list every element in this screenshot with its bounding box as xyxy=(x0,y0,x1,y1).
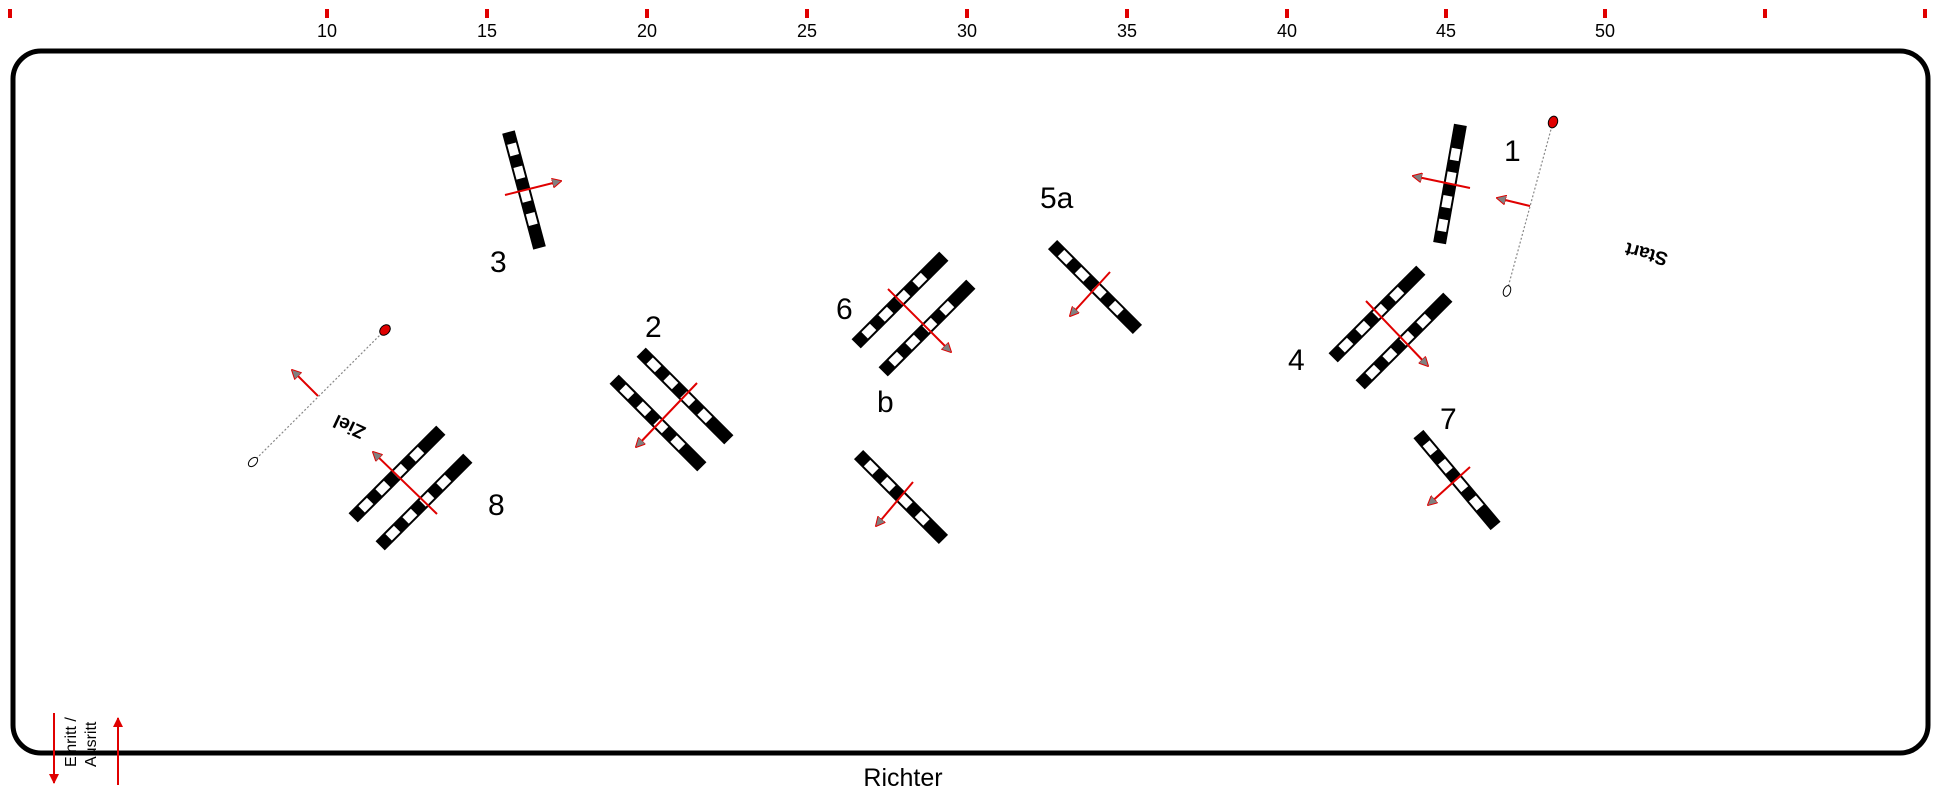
obstacle-1-direction-arrow xyxy=(1413,176,1471,189)
obstacle-4-pole-front xyxy=(1328,265,1426,363)
obstacle-3-number: 3 xyxy=(490,246,507,279)
start-label: Start xyxy=(1622,237,1670,269)
ruler-marker xyxy=(325,9,329,18)
finish-flag-red xyxy=(379,324,391,336)
start-direction-arrow xyxy=(1497,198,1531,207)
finish-line: Ziel xyxy=(247,324,391,468)
ruler-label: 50 xyxy=(1595,21,1615,41)
obstacle-5a-number: 5a xyxy=(1040,182,1074,215)
ruler-label: 25 xyxy=(797,21,817,41)
obstacle-8: 8 xyxy=(348,425,505,551)
entrance-label-line2: Ausritt xyxy=(83,721,100,767)
ruler-marker xyxy=(965,9,969,18)
start-line: Start xyxy=(1497,115,1670,297)
obstacle-6-direction-arrow xyxy=(887,288,951,352)
ruler-marker xyxy=(1923,9,1927,18)
obstacle-5b-direction-arrow xyxy=(876,481,914,526)
ruler-marker xyxy=(1285,9,1289,18)
obstacle-1: 1 xyxy=(1413,123,1521,245)
obstacle-7-direction-arrow xyxy=(1428,466,1471,505)
ruler-label: 10 xyxy=(317,21,337,41)
ruler-label: 40 xyxy=(1277,21,1297,41)
ruler-marker xyxy=(1444,9,1448,18)
obstacle-4-number: 4 xyxy=(1288,344,1305,377)
obstacle-5b: b xyxy=(853,386,949,545)
obstacle-2-number: 2 xyxy=(645,311,662,344)
obstacle-2: 2 xyxy=(609,311,734,472)
ruler-marker xyxy=(1125,9,1129,18)
judge-label: Richter xyxy=(863,764,942,790)
ruler-label: 30 xyxy=(957,21,977,41)
obstacle-2-direction-arrow xyxy=(636,382,698,447)
entrance-label-line1: Einritt / xyxy=(63,717,80,767)
ruler-marker xyxy=(8,9,12,18)
ruler-marker xyxy=(1603,9,1607,18)
ruler-label: 20 xyxy=(637,21,657,41)
finish-direction-arrow xyxy=(292,370,319,397)
ruler-marker xyxy=(805,9,809,18)
obstacle-3: 3 xyxy=(490,130,561,279)
start-flag-red xyxy=(1547,115,1559,129)
obstacle-5a-pole xyxy=(1047,239,1143,335)
ruler-label: 45 xyxy=(1436,21,1456,41)
obstacle-6: 6 xyxy=(836,251,976,377)
ruler-marker xyxy=(1763,9,1767,18)
ruler-label: 15 xyxy=(477,21,497,41)
obstacle-5b-number: b xyxy=(877,386,894,419)
obstacle-1-number: 1 xyxy=(1504,135,1521,168)
obstacle-4-direction-arrow xyxy=(1365,300,1428,366)
obstacle-3-direction-arrow xyxy=(504,181,561,196)
ruler: 10 15 20 25 30 35 40 45 50 xyxy=(8,9,1927,41)
obstacle-4: 4 xyxy=(1288,265,1453,390)
finish-flag-white xyxy=(247,456,259,468)
start-flag-white xyxy=(1502,285,1512,297)
obstacle-5a-direction-arrow xyxy=(1070,271,1111,316)
obstacle-5a: 5a xyxy=(1040,182,1143,335)
ruler-marker xyxy=(485,9,489,18)
obstacle-7-number: 7 xyxy=(1440,403,1457,436)
obstacle-7: 7 xyxy=(1413,403,1501,531)
obstacle-8-direction-arrow xyxy=(373,452,438,515)
finish-label: Ziel xyxy=(330,410,369,443)
entrance-exit: Einritt / Ausritt xyxy=(49,713,123,785)
ruler-label: 35 xyxy=(1117,21,1137,41)
ruler-marker xyxy=(645,9,649,18)
arena-border xyxy=(10,48,1931,756)
obstacle-8-number: 8 xyxy=(488,489,505,522)
obstacle-6-number: 6 xyxy=(836,293,853,326)
